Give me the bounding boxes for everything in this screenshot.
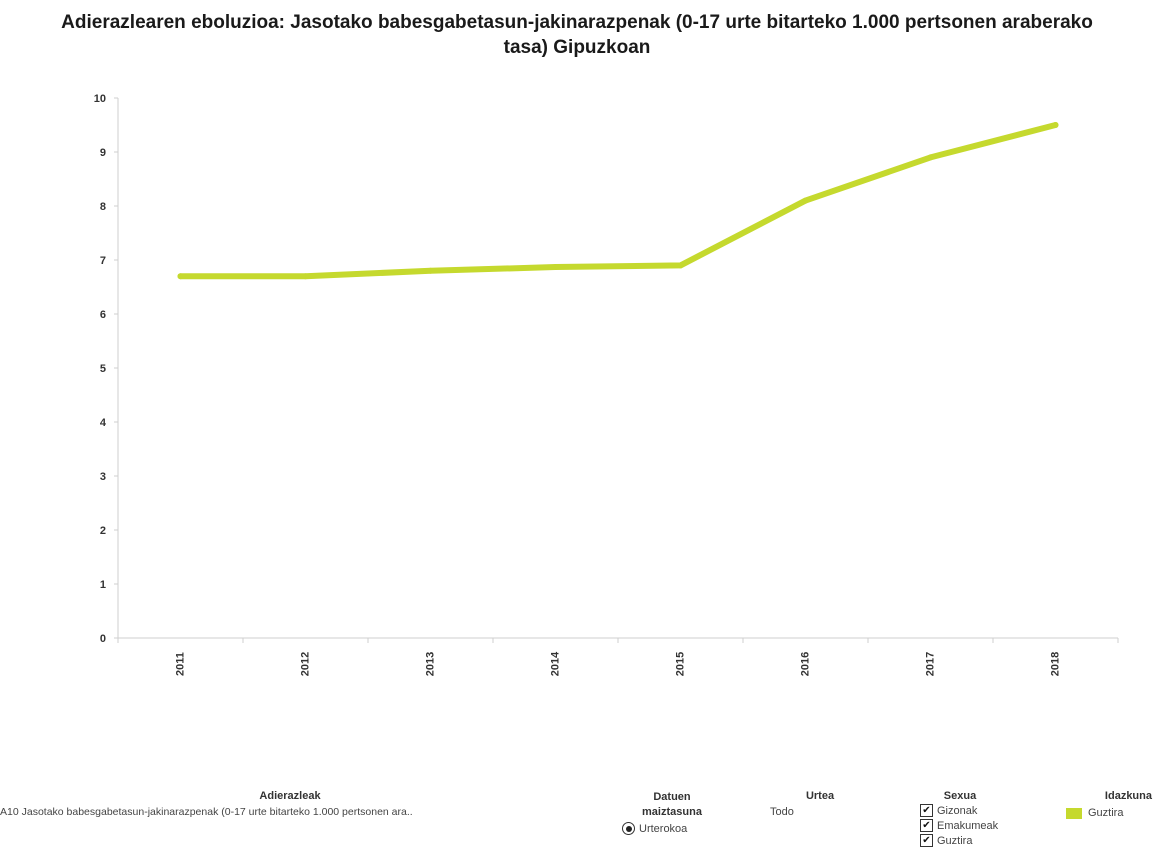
data-point: [552, 264, 559, 271]
sex-heading: Sexua: [943, 790, 977, 802]
legend: Idazkuna Guztira: [1060, 790, 1154, 819]
sex-option-label: Guztira: [937, 834, 973, 847]
year-filter: Urtea Todo: [770, 790, 850, 818]
data-point: [927, 154, 934, 161]
legend-swatch: [1066, 807, 1082, 819]
frequency-option-label: Urterokoa: [639, 822, 688, 835]
frequency-filter: Datuen maiztasuna Urterokoa: [612, 790, 732, 835]
indicator-item[interactable]: A10 Jasotako babesgabetasun-jakinarazpen…: [0, 806, 413, 818]
legend-heading: Idazkuna: [1104, 790, 1152, 802]
data-point: [427, 267, 434, 274]
x-tick-label: 2015: [674, 652, 686, 676]
y-tick-label: 7: [100, 255, 106, 267]
checkbox-checked-icon[interactable]: ✔: [920, 804, 933, 817]
y-tick-label: 1: [100, 579, 106, 591]
series-line-guztira: [177, 122, 1059, 280]
frequency-heading: Datuen maiztasuna: [612, 790, 732, 820]
y-tick-label: 2: [100, 525, 106, 537]
radio-selected-icon[interactable]: [622, 822, 635, 835]
y-tick-label: 6: [100, 309, 106, 321]
data-point: [1052, 122, 1059, 128]
data-point: [302, 273, 309, 280]
x-tick-label: 2013: [424, 652, 436, 676]
frequency-heading-line1: Datuen: [653, 791, 691, 803]
data-point: [677, 262, 684, 269]
y-tick-label: 3: [100, 471, 106, 483]
sex-option-men[interactable]: ✔ Gizonak: [920, 804, 1020, 817]
y-tick-label: 0: [100, 633, 106, 645]
y-tick-label: 8: [100, 201, 106, 213]
frequency-heading-line2: maiztasuna: [642, 806, 702, 818]
sex-option-total[interactable]: ✔ Guztira: [920, 834, 1020, 847]
sex-option-women[interactable]: ✔ Emakumeak: [920, 819, 1020, 832]
data-point: [177, 273, 184, 280]
y-tick-label: 5: [100, 363, 106, 375]
legend-item[interactable]: Guztira: [1066, 807, 1154, 819]
x-tick-label: 2012: [299, 652, 311, 676]
sex-option-label: Emakumeak: [937, 819, 999, 832]
y-tick-label: 10: [94, 93, 106, 105]
x-tick-label: 2011: [174, 652, 186, 676]
x-tick-label: 2017: [924, 652, 936, 676]
data-point: [802, 197, 809, 204]
x-tick-label: 2016: [799, 652, 811, 676]
y-tick-label: 4: [100, 417, 107, 429]
legend-item-label: Guztira: [1088, 807, 1124, 819]
indicators-heading: Adierazleak: [259, 790, 321, 802]
year-value[interactable]: Todo: [770, 806, 794, 818]
chart-title: Adierazlearen eboluzioa: Jasotako babesg…: [61, 12, 1093, 58]
checkbox-checked-icon[interactable]: ✔: [920, 819, 933, 832]
year-heading: Urtea: [805, 790, 835, 802]
frequency-option-annual[interactable]: Urterokoa: [622, 822, 732, 835]
indicators-filter: Adierazleak A10 Jasotako babesgabetasun-…: [0, 790, 580, 818]
y-tick-label: 9: [100, 147, 106, 159]
sex-filter: Sexua ✔ Gizonak ✔ Emakumeak ✔ Guztira: [920, 790, 1020, 847]
checkbox-checked-icon[interactable]: ✔: [920, 834, 933, 847]
x-tick-label: 2018: [1049, 652, 1061, 676]
sex-option-label: Gizonak: [937, 804, 978, 817]
x-tick-label: 2014: [549, 651, 561, 676]
